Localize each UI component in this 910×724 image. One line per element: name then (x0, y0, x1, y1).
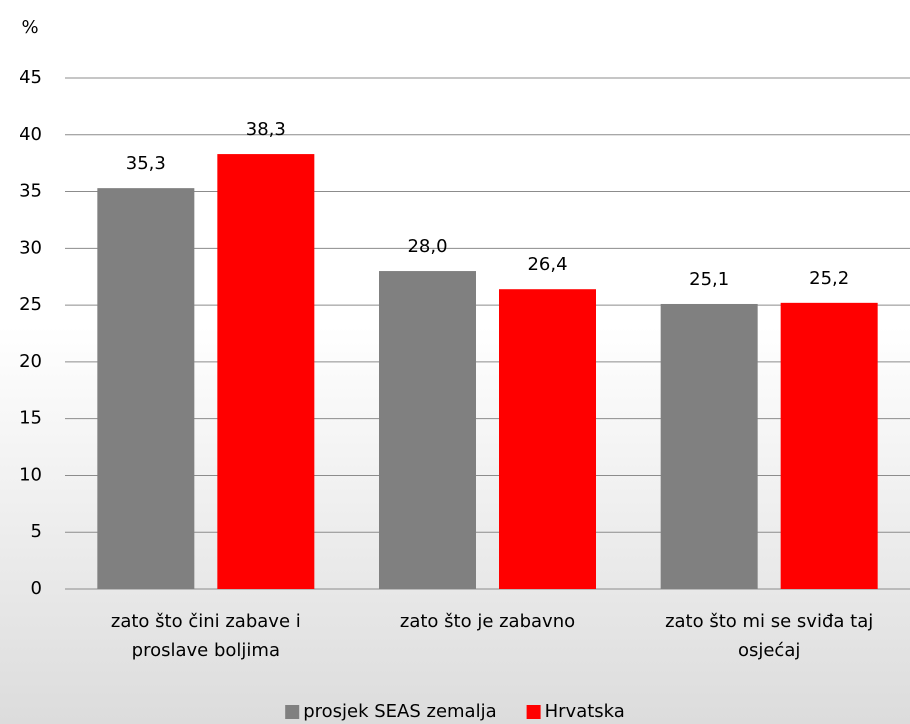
bar (660, 303, 758, 589)
y-tick-label: 15 (19, 408, 42, 429)
x-tick-label: zato što čini zabave i proslave boljima (110, 611, 301, 661)
value-label: 28,0 (407, 236, 447, 257)
value-label: 25,2 (809, 268, 849, 289)
bar (217, 154, 315, 590)
legend-swatch (285, 705, 300, 719)
value-label: 38,3 (246, 119, 286, 140)
y-tick-label: 0 (31, 578, 42, 599)
legend-label: prosjek SEAS zemalja (303, 701, 496, 722)
x-tick-label: zato što mi se sviđa taj osjećaj (665, 611, 874, 661)
y-tick-label: 30 (19, 237, 42, 258)
y-tick-label: 25 (19, 294, 42, 315)
legend-swatch (526, 705, 541, 719)
x-tick-label: zato što je zabavno (399, 611, 576, 632)
y-tick-label: 20 (19, 351, 42, 372)
value-label: 35,3 (126, 153, 166, 174)
value-label: 25,1 (689, 269, 729, 290)
y-tick-label: 35 (19, 181, 42, 202)
y-tick-label: 10 (19, 464, 42, 485)
bar (379, 271, 476, 589)
y-tick-label: 45 (19, 67, 42, 88)
legend-label: Hrvatska (545, 701, 625, 722)
y-tick-label: 5 (31, 521, 42, 542)
y-axis-label: % (21, 17, 38, 38)
bar (97, 188, 195, 589)
bar (499, 289, 596, 589)
y-tick-label: 40 (19, 124, 42, 145)
bar (780, 302, 878, 589)
value-label: 26,4 (527, 254, 567, 275)
